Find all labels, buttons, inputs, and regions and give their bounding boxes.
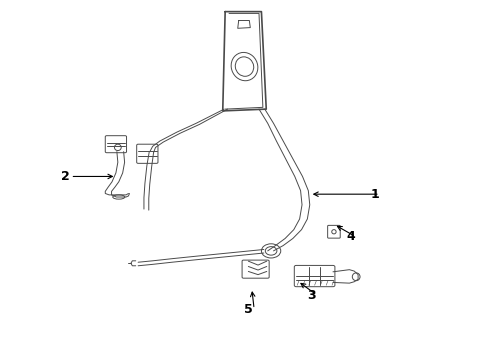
Text: 1: 1	[369, 188, 378, 201]
Text: 4: 4	[346, 230, 354, 243]
Text: 5: 5	[244, 303, 253, 316]
Text: 3: 3	[307, 289, 315, 302]
Text: 2: 2	[61, 170, 69, 183]
